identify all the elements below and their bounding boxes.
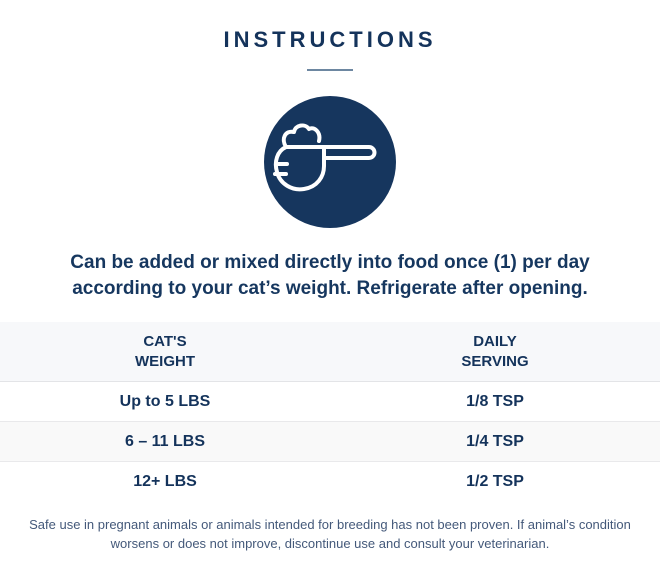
table-header-row: CAT'S WEIGHT DAILY SERVING — [0, 322, 660, 382]
weight-cell: Up to 5 LBS — [119, 392, 211, 410]
section-title: INSTRUCTIONS — [223, 27, 437, 52]
serving-cell: 1/4 TSP — [466, 432, 524, 450]
table-row: 12+ LBS 1/2 TSP — [0, 462, 660, 502]
safety-disclaimer-text: Safe use in pregnant animals or animals … — [29, 517, 631, 551]
serving-table: CAT'S WEIGHT DAILY SERVING Up to 5 LBS 1… — [0, 322, 660, 502]
instructions-section: INSTRUCTIONS Can be added or mixed direc… — [0, 27, 660, 551]
weight-cell: 12+ LBS — [133, 473, 197, 490]
column-header-daily-serving: DAILY SERVING — [461, 333, 529, 370]
icon-container — [0, 96, 660, 228]
usage-instructions-text: Can be added or mixed directly into food… — [70, 252, 590, 299]
table-row: 6 – 11 LBS 1/4 TSP — [0, 422, 660, 462]
table-row: Up to 5 LBS 1/8 TSP — [0, 382, 660, 422]
serving-cell: 1/8 TSP — [466, 392, 524, 410]
serving-cell: 1/2 TSP — [466, 473, 524, 490]
title-divider — [307, 69, 353, 71]
weight-cell: 6 – 11 LBS — [124, 432, 206, 450]
column-header-cats-weight: CAT'S WEIGHT — [135, 333, 195, 370]
measuring-scoop-icon — [264, 96, 396, 228]
